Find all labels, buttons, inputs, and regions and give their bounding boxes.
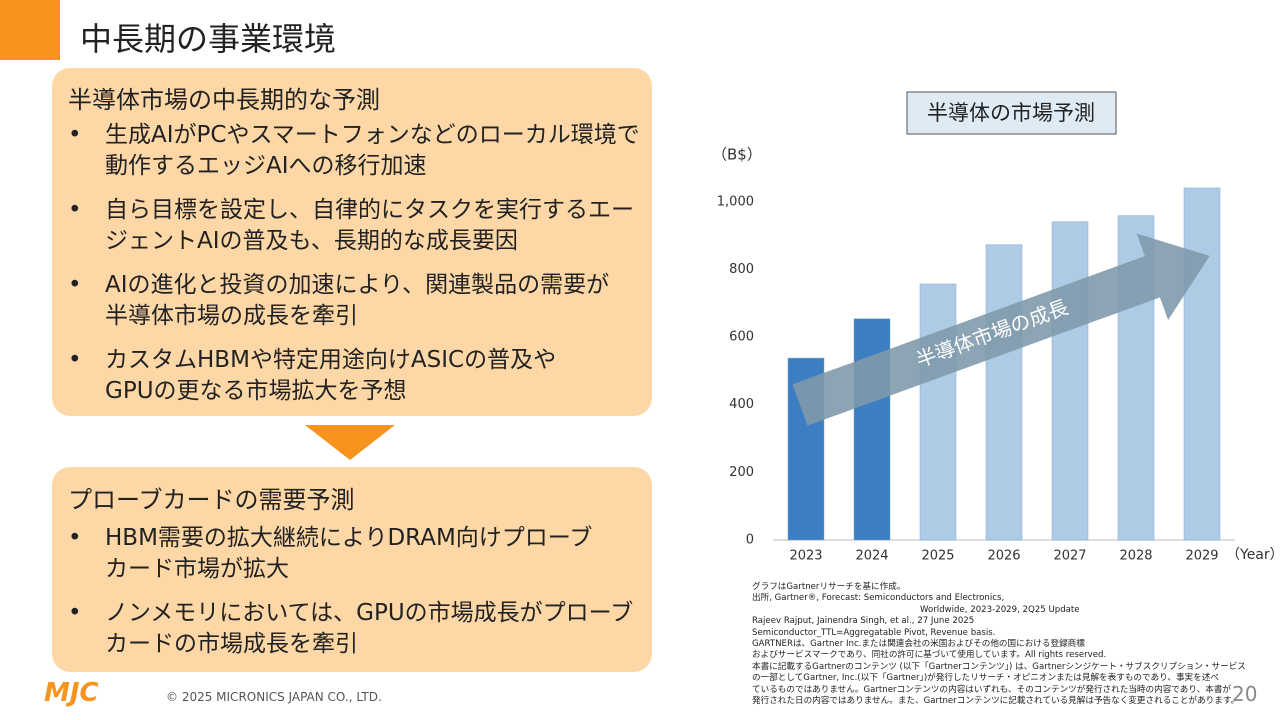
down-arrow [305,425,395,460]
footnote-line: 出所, Gartner®, Forecast: Semiconductors a… [752,593,1005,604]
footnotes: グラフはGartnerリサーチを基に作成。 出所, Gartner®, Forec… [752,582,1246,707]
x-tick-label: 2025 [921,549,954,564]
bullet-line: カスタムHBMや特定用途向けASICの普及や [105,347,557,373]
probe-heading: プローブカードの需要予測 [68,486,355,514]
bullet-line: ノンメモリにおいては、GPUの市場成長がプローブ [105,600,634,626]
page-number: 20 [1232,682,1258,706]
bar [1183,187,1221,541]
bullet-line: カードの市場成長を牽引 [105,631,358,657]
slide-title: 中長期の事業環境 [80,20,337,58]
bullet-dot: • [68,598,82,626]
y-tick-label: 600 [729,330,754,345]
bullet-dot: • [68,120,82,148]
x-tick-label: 2029 [1185,549,1218,564]
footnote-line: グラフはGartnerリサーチを基に作成。 [752,582,906,592]
header-mark [0,0,60,60]
x-axis-label: （Year） [1226,547,1280,563]
y-tick-label: 1,000 [717,194,754,209]
x-tick-label: 2023 [789,549,822,564]
x-tick-label: 2028 [1119,549,1152,564]
bullet-line: 自ら目標を設定し、自律的にタスクを実行するエー [105,197,634,223]
chart: 半導体の市場予測 （B$） （Year） 0 200 400 600 800 1,000 2… [712,91,1280,564]
x-tick-label: 2024 [855,549,888,564]
y-tick-label: 0 [746,533,754,548]
footnote-line: Rajeev Rajput, Jainendra Singh, et al., … [752,616,975,627]
bullet-dot: • [68,523,82,551]
bar [985,244,1023,541]
footnote-line: Worldwide, 2023-2029, 2Q25 Update [920,604,1080,615]
market-heading: 半導体市場の中長期的な予測 [68,86,380,114]
footnote-line: Semiconductor_TTL=Aggregatable Pivot, Re… [752,627,996,638]
chart-title-box [906,91,1117,135]
bullet-line: HBM需要の拡大継続によりDRAM向けプローブ [105,525,593,551]
x-tick-label: 2027 [1053,549,1086,564]
probe-box [52,467,652,672]
logo: MJC [44,678,99,708]
footnote-line: 本書に記載するGartnerのコンテンツ (以下「Gartnerコンテンツ」) … [752,661,1246,672]
footnote-line: ているものではありません。Gartnerコンテンツの内容はいずれも、そのコンテン… [752,684,1232,695]
footnote-line: 発行された日の内容ではありません。また、Gartnerコンテンツに記載されている… [752,696,1240,707]
bullet-dot: • [68,270,82,298]
bullet-line: ジェントAIの普及も、長期的な成長要因 [105,228,518,254]
arrow-shape [792,233,1210,426]
bullet-line: 動作するエッジAIへの移行加速 [105,153,427,179]
bullet-line: AIの進化と投資の加速により、関連製品の需要が [105,272,610,298]
bar [1051,221,1089,541]
y-tick-label: 800 [729,262,754,277]
bullet-line: GPUの更なる市場拡大を予想 [105,378,407,404]
y-axis-label: （B$） [712,146,762,164]
bullet-dot: • [68,195,82,223]
y-tick-label: 400 [729,397,754,412]
bullet-line: カード市場が拡大 [105,556,289,582]
y-tick-label: 200 [729,465,754,480]
bar [919,283,957,541]
market-box [52,68,652,416]
footnote-line: およびサービスマークであり、同社の許可に基づいて使用しています。All righ… [752,650,1107,661]
chart-title: 半導体の市場予測 [927,101,1095,125]
bullet-line: 生成AIがPCやスマートフォンなどのローカル環境で [105,122,640,148]
bullet-dot: • [68,345,82,373]
footnote-line: の一部としてGartner, Inc.(以下「Gartner」)が発行したリサー… [752,673,1219,684]
footnote-line: GARTNERは、Gartner Inc.または関連会社の米国およびその他の国に… [752,639,1085,650]
x-tick-label: 2026 [987,549,1020,564]
bullet-line: 半導体市場の成長を牽引 [105,303,358,329]
copyright: © 2025 MICRONICS JAPAN CO., LTD. [166,690,382,704]
